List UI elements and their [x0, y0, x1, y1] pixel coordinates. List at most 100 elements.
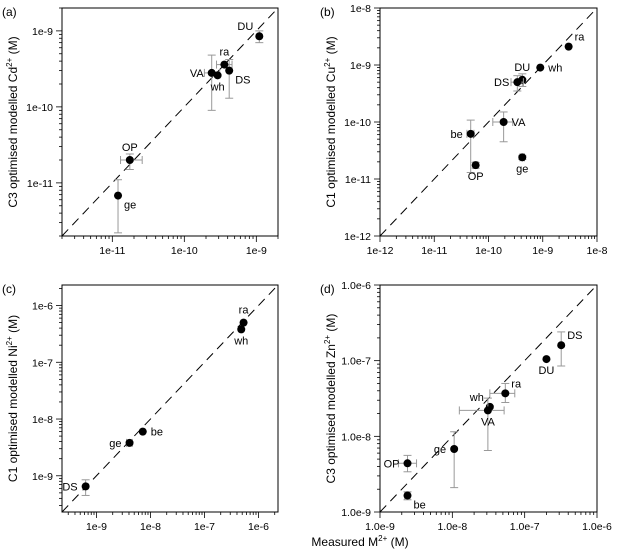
data-point-ra: ra [239, 305, 250, 327]
point-label: wh [547, 63, 562, 75]
point-label: DU [538, 365, 554, 377]
x-tick-label: 1e-9 [246, 245, 267, 257]
data-point-DS: DS [557, 330, 582, 367]
panel-label: (d) [320, 282, 335, 296]
data-marker [483, 406, 492, 415]
x-tick-label: 1.0e-9 [365, 521, 395, 533]
data-point-VA: VA [492, 111, 527, 143]
data-marker [220, 60, 229, 69]
point-label: ra [511, 378, 522, 390]
data-point-DU: DU [237, 21, 264, 44]
x-tick-label: 1e-10 [171, 245, 198, 257]
x-tick-label: 1e-8 [140, 521, 161, 533]
y-tick-label: 1e-7 [32, 357, 53, 369]
data-marker [471, 161, 480, 170]
identity-line [379, 7, 598, 237]
point-label: wh [469, 392, 484, 404]
panel-label: (b) [320, 5, 335, 19]
data-point-DU: DU [538, 355, 554, 377]
point-label: DU [514, 62, 530, 74]
point-label: be [450, 129, 462, 141]
y-axis-title: C3 optimised modelled Cd2+ (M) [5, 36, 20, 207]
y-tick-label: 1e-11 [345, 174, 371, 186]
data-point-ra: ra [489, 378, 522, 403]
data-point-be: be [138, 427, 163, 439]
x-tick-label: 1.0e-8 [437, 521, 467, 533]
data-marker [225, 66, 234, 75]
x-tick-label: 1e-12 [367, 245, 394, 257]
point-label: DU [237, 21, 253, 33]
y-tick-label: 1e-10 [344, 117, 371, 129]
data-point-be: be [450, 119, 475, 174]
x-tick-label: 1e-11 [99, 245, 125, 257]
y-tick-label: 1e-10 [26, 102, 53, 114]
data-marker [513, 78, 522, 87]
y-tick-label: 1.0e-8 [341, 431, 371, 443]
point-label: OP [468, 171, 484, 183]
data-marker [114, 191, 123, 200]
point-label: be [414, 500, 426, 512]
y-axis-title: C1 optimised modelled Cu2+ (M) [323, 36, 338, 207]
data-point-DS: DS [62, 479, 90, 496]
y-tick-label: 1e-6 [32, 301, 53, 313]
point-label: ra [219, 47, 230, 59]
plot-frame [379, 284, 598, 513]
data-marker [536, 63, 545, 72]
panel-a: 1e-11 1e-10 1e-9 1e-11 1e-10 1e-9 (a) C3 optimi… [2, 5, 279, 257]
data-point-wh: wh [536, 63, 562, 75]
y-tick-label: 1e-9 [32, 471, 53, 483]
data-marker [499, 118, 508, 126]
data-point-ge: ge [516, 153, 528, 175]
point-label: ra [239, 305, 250, 317]
x-axis-title: Measured M2+ (M) [311, 534, 408, 549]
data-marker [125, 156, 134, 164]
data-marker [81, 482, 90, 491]
data-point-OP: OP [120, 142, 143, 170]
point-label: be [151, 427, 163, 439]
data-point-ra: ra [564, 32, 585, 51]
y-tick-label: 1e-9 [32, 26, 53, 38]
identity-line [61, 7, 279, 237]
panel-label: (c) [2, 282, 16, 296]
data-marker [518, 153, 527, 162]
data-marker [557, 341, 566, 350]
point-label: DS [567, 330, 582, 342]
point-label: DS [235, 75, 250, 87]
data-point-ra: ra [216, 47, 233, 69]
x-tick-label: 1e-11 [421, 245, 447, 257]
point-label: DS [62, 481, 77, 493]
data-point-wh: wh [210, 71, 225, 93]
panel-b: 1e-12 1e-11 1e-10 1e-9 1e-8 1e-12 1e-11 1e-10 1e… [320, 3, 608, 257]
y-tick-label: 1e-8 [32, 414, 53, 426]
plot-frame [61, 7, 279, 237]
x-tick-label: 1e-7 [194, 521, 215, 533]
data-marker [255, 32, 264, 41]
data-point-ge: ge [434, 431, 459, 489]
point-label: wh [210, 81, 225, 93]
data-marker [466, 129, 475, 138]
data-marker [138, 427, 147, 436]
x-tick-label: 1.0e-7 [510, 521, 540, 533]
y-axis-title: C1 optimised modelled Ni2+ (M) [5, 315, 20, 482]
data-point-OP: OP [468, 161, 484, 183]
identity-line [61, 284, 279, 513]
y-axis-title: C3 optimised modelled Zn2+ (M) [323, 314, 338, 484]
x-tick-label: 1e-6 [248, 521, 269, 533]
x-tick-label: 1e-8 [586, 245, 607, 257]
point-label: ge [124, 200, 136, 212]
y-tick-label: 1e-11 [27, 178, 53, 190]
data-point-be: be [403, 491, 426, 512]
point-label: VA [512, 117, 527, 129]
data-point-DS: DS [494, 75, 524, 92]
data-point-wh: wh [233, 325, 248, 347]
point-label: ge [434, 444, 446, 456]
data-point-DS: DS [225, 59, 250, 99]
panel-c: 1e-9 1e-8 1e-7 1e-6 1e-9 1e-8 1e-7 1e-6 (c) C1 op… [2, 282, 279, 533]
data-marker [237, 325, 246, 334]
y-tick-label: 1.0e-6 [341, 280, 371, 292]
data-marker [403, 491, 412, 500]
panel-label: (a) [2, 5, 17, 19]
point-label: OP [384, 458, 400, 470]
point-label: ge [516, 163, 528, 175]
